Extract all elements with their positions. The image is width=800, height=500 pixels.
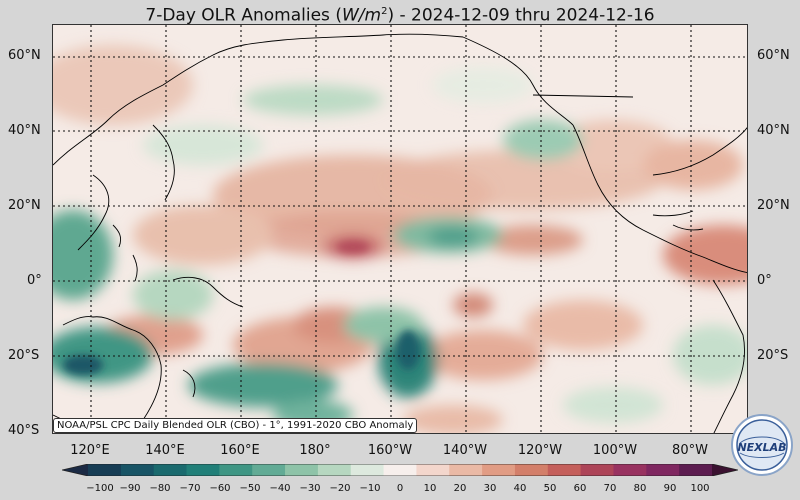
colorbar-segment	[252, 464, 286, 476]
lat-label-right-20n: 20°N	[757, 198, 790, 213]
lat-label-right-60n: 60°N	[757, 48, 790, 63]
colorbar-tick-label: 50	[543, 483, 557, 494]
colorbar-extend-low	[62, 464, 88, 476]
colorbar-segment	[580, 464, 614, 476]
colorbar-tick-label: −20	[329, 483, 351, 494]
colorbar-tick-label: 10	[423, 483, 437, 494]
colorbar-tick-label: −80	[149, 483, 171, 494]
colorbar-segment	[350, 464, 385, 476]
lat-label-40s: 40°S	[8, 423, 40, 438]
colorbar-segment	[383, 464, 417, 476]
map-title: 7-Day OLR Anomalies (W/m2) - 2024-12-09 …	[145, 5, 655, 26]
colorbar-segment	[317, 464, 352, 476]
colorbar-tick-label: 90	[663, 483, 677, 494]
logo-text: NEXLAB	[737, 441, 786, 454]
nexlab-logo: NEXLAB	[730, 413, 794, 477]
lon-label-140e: 140°E	[145, 443, 185, 458]
graticule	[53, 25, 747, 433]
coastlines	[53, 33, 747, 433]
colorbar-tick-label: 30	[483, 483, 497, 494]
colorbar-tick-label: −30	[299, 483, 321, 494]
colorbar-segment	[416, 464, 450, 476]
colorbar-segment	[613, 464, 647, 476]
lat-label-right-20s: 20°S	[757, 348, 789, 363]
colorbar-tick-label: −90	[119, 483, 141, 494]
colorbar-tick-label: −60	[209, 483, 231, 494]
colorbar-tick-label: 100	[690, 483, 710, 494]
lon-label-120w: 120°W	[517, 443, 563, 458]
lat-label-20n: 20°N	[8, 198, 41, 213]
lat-label-right-0: 0°	[757, 273, 772, 288]
lat-label-0: 0°	[27, 273, 42, 288]
colorbar-segment	[219, 464, 253, 476]
colorbar-tick-label: −50	[239, 483, 261, 494]
colorbar-tick-label: −70	[179, 483, 201, 494]
olr-anomaly-map	[52, 24, 748, 434]
colorbar-segment	[120, 464, 155, 476]
colorbar-tick-label: 40	[513, 483, 527, 494]
lon-label-140w: 140°W	[442, 443, 488, 458]
colorbar-segment	[153, 464, 188, 476]
colorbar-tick-label: 20	[453, 483, 467, 494]
colorbar	[62, 464, 738, 476]
colorbar-segment	[514, 464, 549, 476]
colorbar-tick-label: −100	[86, 483, 114, 494]
lon-label-160e: 160°E	[220, 443, 260, 458]
lon-label-80w: 80°W	[672, 443, 708, 458]
colorbar-tick-label: 0	[396, 483, 404, 494]
colorbar-tick-label: 60	[573, 483, 587, 494]
lon-label-120e: 120°E	[70, 443, 110, 458]
colorbar-tick-label: 70	[603, 483, 617, 494]
colorbar-segment	[285, 464, 319, 476]
lat-label-right-40n: 40°N	[757, 123, 790, 138]
colorbar-tick-label: −40	[269, 483, 291, 494]
colorbar-segment	[482, 464, 516, 476]
lat-label-20s: 20°S	[8, 348, 40, 363]
colorbar-segment	[449, 464, 483, 476]
colorbar-tick-label: −10	[359, 483, 381, 494]
lat-label-60n: 60°N	[8, 48, 41, 63]
lon-label-160w: 160°W	[367, 443, 413, 458]
data-source-credit: NOAA/PSL CPC Daily Blended OLR (CBO) - 1…	[53, 418, 418, 433]
colorbar-extend-high	[712, 464, 738, 476]
colorbar-segment	[88, 464, 122, 476]
anomaly-field	[53, 25, 747, 433]
colorbar-segment	[186, 464, 220, 476]
colorbar-segment	[679, 464, 713, 476]
colorbar-segment	[646, 464, 680, 476]
colorbar-segment	[547, 464, 582, 476]
lat-label-40n: 40°N	[8, 123, 41, 138]
lon-label-180: 180°	[299, 443, 331, 458]
colorbar-tick-label: 80	[633, 483, 647, 494]
lon-label-100w: 100°W	[592, 443, 638, 458]
